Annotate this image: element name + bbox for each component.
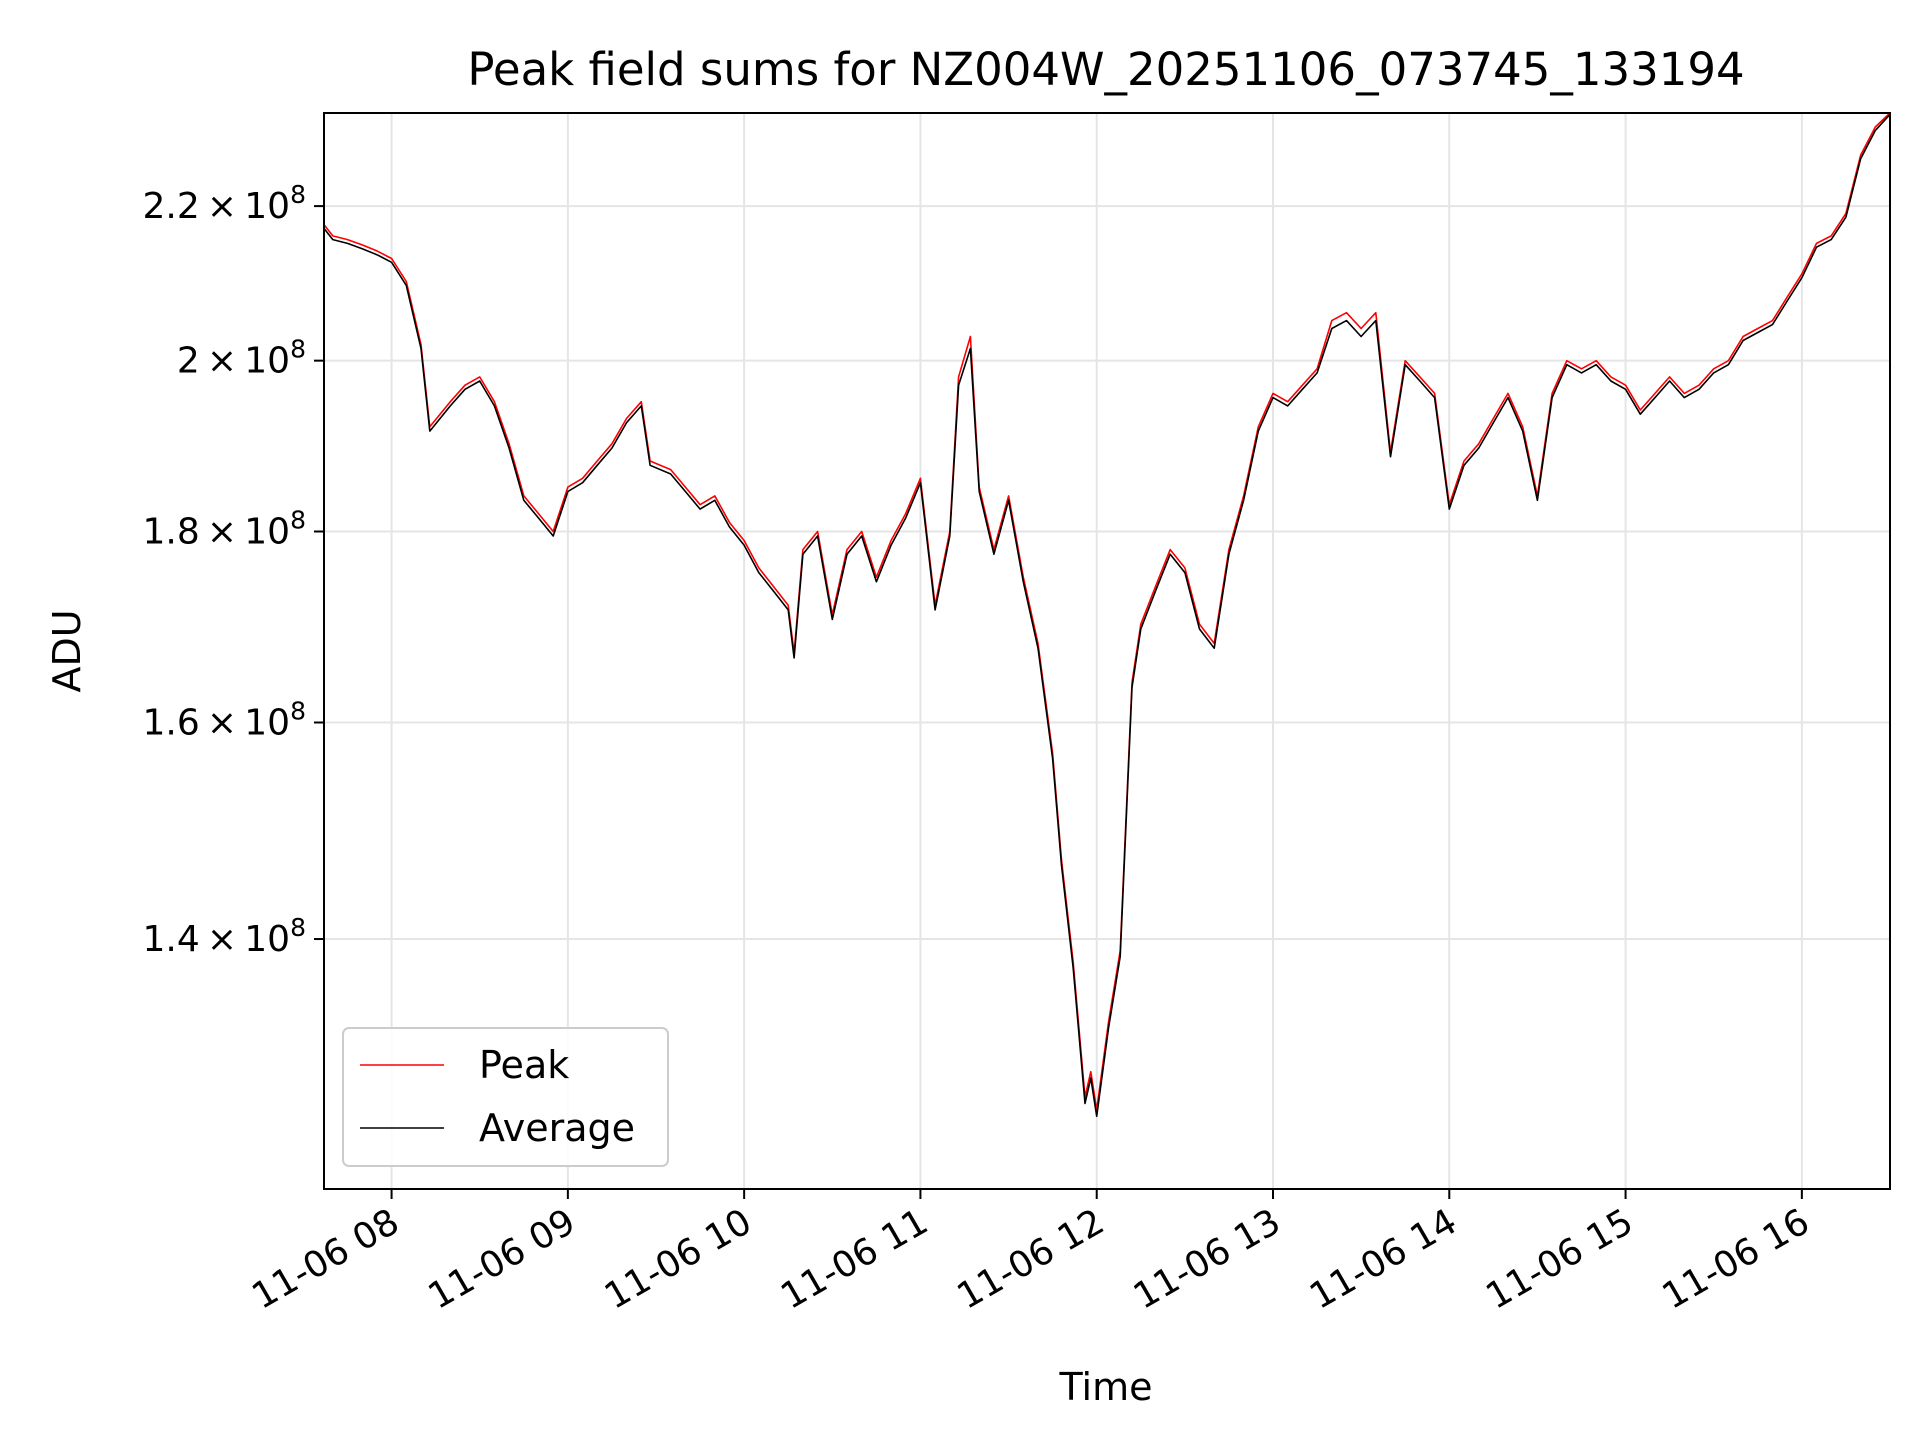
chart-title: Peak field sums for NZ004W_20251106_0737… bbox=[467, 43, 1744, 96]
grid bbox=[324, 113, 1890, 1189]
y-tick-label: 2 × 108 bbox=[177, 335, 306, 382]
y-axis: 1.4 × 108 1.6 × 108 1.8 × 108 2 × 108 2.2 × … bbox=[142, 180, 324, 960]
x-axis-title: Time bbox=[1059, 1365, 1153, 1409]
legend: Peak Average bbox=[342, 1027, 669, 1167]
plot-frame bbox=[323, 112, 1891, 1190]
legend-label-peak: Peak bbox=[479, 1043, 569, 1087]
y-tick-label: 2.2 × 108 bbox=[142, 180, 306, 227]
legend-label-average: Average bbox=[479, 1106, 635, 1150]
y-axis-title: ADU bbox=[45, 609, 89, 692]
series-line-peak bbox=[323, 112, 1891, 1111]
series-line-average bbox=[323, 113, 1891, 1118]
y-tick-label: 1.6 × 108 bbox=[142, 696, 306, 743]
series-lines bbox=[323, 112, 1891, 1118]
y-tick-label: 1.4 × 108 bbox=[142, 913, 306, 960]
y-tick-label: 1.8 × 108 bbox=[142, 506, 306, 553]
legend-box bbox=[342, 1027, 669, 1167]
